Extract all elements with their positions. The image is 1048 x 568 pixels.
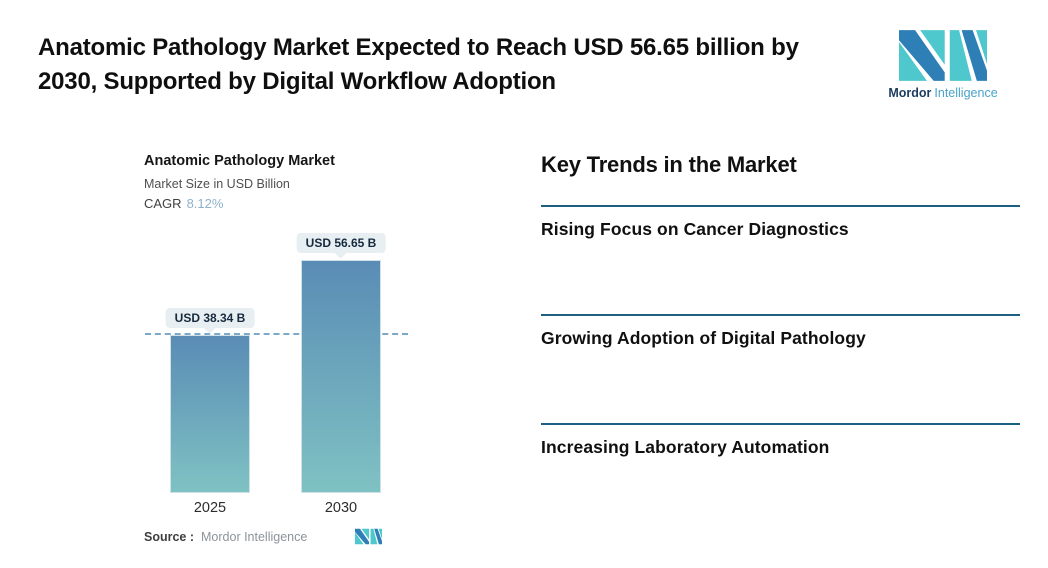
- cagr-label: CAGR: [144, 196, 182, 211]
- chart-cagr: CAGR 8.12%: [144, 196, 223, 211]
- source-value: Mordor Intelligence: [201, 529, 308, 544]
- trend-label: Increasing Laboratory Automation: [541, 437, 830, 457]
- brand-block: Mordor Intelligence: [884, 29, 1002, 100]
- bar-2030: [301, 260, 381, 493]
- key-trends-panel: Key Trends in the Market Rising Focus on…: [541, 152, 1020, 458]
- source-row: Source : Mordor Intelligence: [144, 528, 382, 545]
- trend-item: Growing Adoption of Digital Pathology: [541, 314, 1020, 423]
- mordor-intelligence-logo-icon: [899, 30, 987, 81]
- mordor-intelligence-logo-small-icon: [355, 528, 382, 545]
- axis-label-2025: 2025: [193, 500, 227, 516]
- key-trends-heading: Key Trends in the Market: [541, 152, 797, 177]
- reference-dashed-line: [145, 333, 408, 335]
- trend-label: Rising Focus on Cancer Diagnostics: [541, 219, 849, 239]
- value-badge-2025: USD 38.34 B: [165, 308, 255, 328]
- brand-name-secondary: Intelligence: [934, 86, 998, 100]
- source-logo: [355, 528, 382, 545]
- source-label: Source :: [144, 529, 195, 544]
- bar-2025: [170, 335, 250, 493]
- brand-name-primary: Mordor: [888, 86, 932, 100]
- axis-label-2030: 2030: [324, 500, 358, 516]
- chart-title: Anatomic Pathology Market: [144, 153, 335, 169]
- bar-plot: USD 38.34 B 2025 USD 56.65 B 2030: [144, 230, 414, 516]
- trend-label: Growing Adoption of Digital Pathology: [541, 328, 866, 348]
- page-title: Anatomic Pathology Market Expected to Re…: [38, 34, 799, 95]
- trend-item: Increasing Laboratory Automation: [541, 423, 1020, 458]
- brand-wordmark: Mordor Intelligence: [888, 86, 997, 100]
- trend-item: Rising Focus on Cancer Diagnostics: [541, 205, 1020, 314]
- cagr-value: 8.12%: [186, 196, 224, 211]
- value-badge-2030: USD 56.65 B: [296, 233, 386, 253]
- trend-list: Rising Focus on Cancer Diagnostics Growi…: [541, 205, 1020, 458]
- chart-subtitle: Market Size in USD Billion: [144, 177, 290, 191]
